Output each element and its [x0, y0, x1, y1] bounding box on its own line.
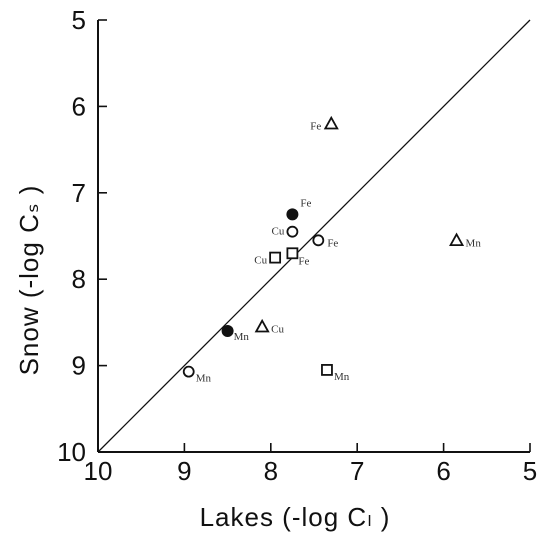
filled-circle-marker: [286, 208, 299, 221]
open-circle-marker: [312, 234, 325, 247]
x-tick-label: 6: [436, 456, 450, 486]
plot-frame: [97, 19, 531, 453]
point-label: Mn: [234, 331, 250, 343]
point-label: Fe: [300, 197, 311, 209]
x-tick-label: 5: [523, 456, 537, 486]
y-tick-label: 6: [72, 91, 86, 121]
triangle-marker: [254, 318, 270, 333]
square-marker: [321, 364, 333, 376]
y-tick-label: 5: [72, 5, 86, 35]
point-label: Fe: [327, 237, 338, 249]
filled-circle-marker: [221, 325, 234, 338]
point-label: Cu: [272, 226, 285, 238]
point-label: Mn: [196, 373, 212, 385]
square-marker: [286, 247, 299, 260]
open-circle-marker: [182, 365, 195, 378]
y-tick-label: 10: [57, 437, 86, 467]
point-label: Cu: [254, 255, 267, 267]
point-label: Mn: [466, 237, 482, 249]
data-points: Fe Mn Cu Fe Mn Cu Fe Mn Cu Fe Mn: [182, 115, 482, 385]
y-tick-label: 8: [72, 264, 86, 294]
y-tick-label: 9: [72, 351, 86, 381]
triangle-marker: [323, 115, 339, 130]
point-label: Mn: [334, 371, 350, 383]
x-tick-label: 9: [177, 456, 191, 486]
point-label: Cu: [271, 324, 284, 336]
open-circle-marker: [286, 225, 299, 238]
point-label: Fe: [310, 121, 321, 133]
x-axis-label: Lakes (-log Cₗ ): [200, 502, 391, 532]
tick-labels: 10 9 8 7 6 5 5 6 7 8 9 10: [57, 5, 537, 486]
x-tick-label: 8: [264, 456, 278, 486]
point-label: Fe: [298, 255, 309, 267]
y-tick-label: 7: [72, 178, 86, 208]
square-marker: [269, 251, 282, 264]
y-axis-label: Snow (-log Cₛ ): [14, 185, 44, 376]
triangle-marker: [449, 232, 465, 247]
x-tick-label: 7: [350, 456, 364, 486]
x-tick-label: 10: [84, 456, 113, 486]
one-to-one-line: [97, 19, 531, 453]
